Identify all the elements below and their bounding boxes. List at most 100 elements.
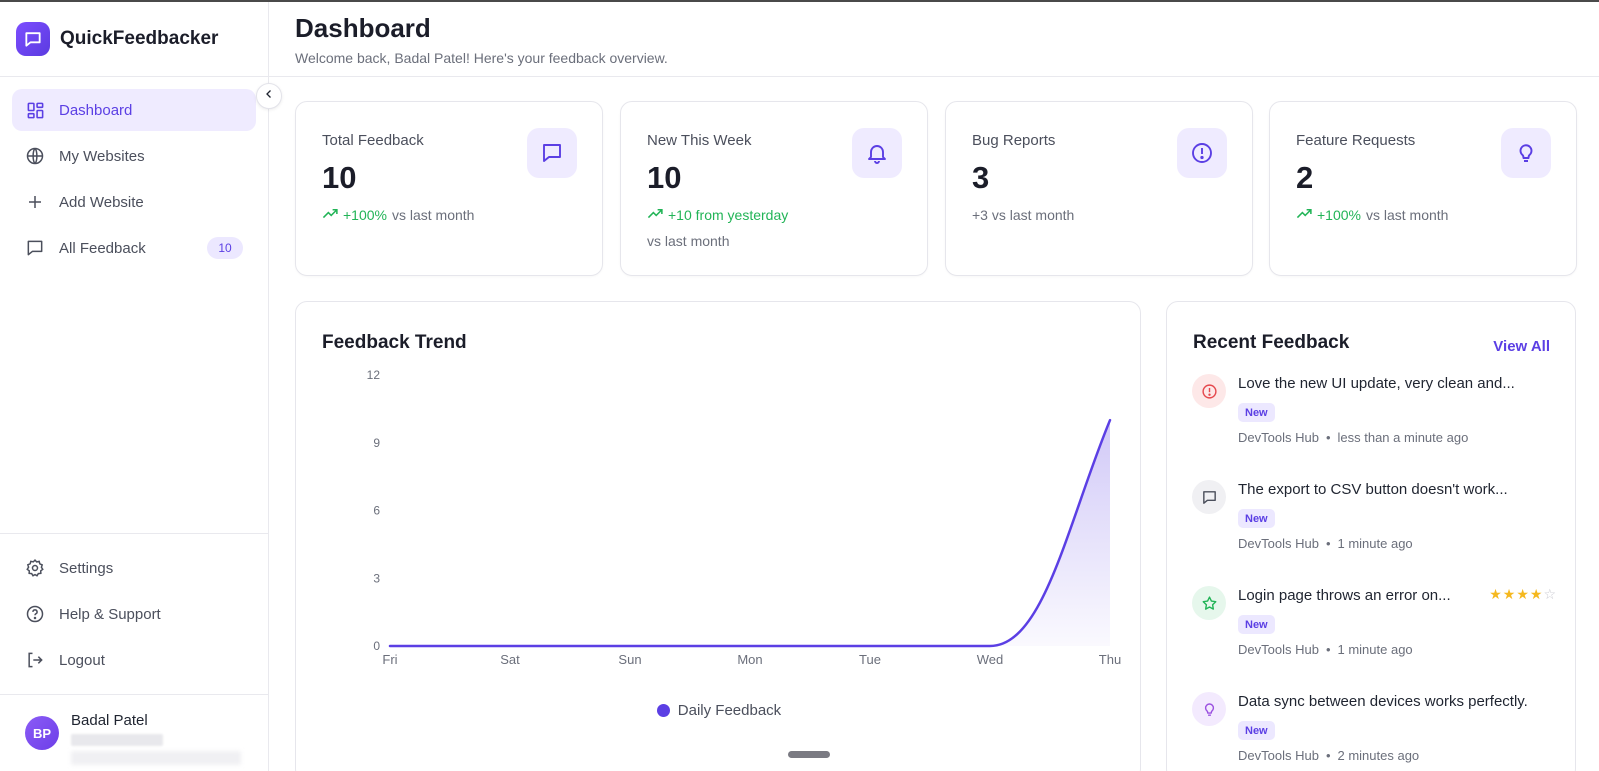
help-circle-icon: [25, 604, 45, 624]
stat-card-total-feedback: Total Feedback 10 +100% vs last month: [295, 101, 603, 276]
star-empty-icon: ☆: [1543, 586, 1557, 602]
stat-value: 10: [647, 160, 682, 195]
page-subtitle: Welcome back, Badal Patel! Here's your f…: [295, 50, 668, 66]
redacted-email: [71, 734, 163, 746]
stat-card-feature-requests: Feature Requests 2 +100% vs last month: [1269, 101, 1577, 276]
feedback-time: less than a minute ago: [1337, 430, 1469, 445]
y-tick-label: 3: [373, 571, 380, 585]
alert-circle-icon: [1192, 374, 1226, 408]
alert-circle-icon: [1177, 128, 1227, 178]
status-badge: New: [1238, 721, 1275, 740]
feedback-site: DevTools Hub: [1238, 642, 1319, 657]
feedback-site: DevTools Hub: [1238, 536, 1319, 551]
feedback-count-badge: 10: [207, 237, 243, 259]
stat-trend-value: +10 from yesterday: [668, 207, 789, 223]
feedback-text: Love the new UI update, very clean and..…: [1238, 375, 1515, 392]
feedback-item[interactable]: Login page throws an error on... ★★★★☆ N…: [1192, 586, 1557, 676]
stat-value: 2: [1296, 160, 1314, 195]
stat-label: Bug Reports: [972, 132, 1056, 149]
star-filled-icon: ★: [1502, 586, 1517, 602]
legend-label: Daily Feedback: [677, 702, 782, 719]
logout-icon: [25, 650, 45, 670]
chart-legend[interactable]: Daily Feedback: [296, 702, 1142, 719]
series-line-daily-feedback: [388, 418, 1112, 648]
trending-up-icon: [1296, 207, 1313, 223]
feedback-meta: DevTools Hub • 2 minutes ago: [1238, 748, 1420, 763]
feedback-trend-panel: Feedback Trend 0 3 6 9 12 Fri Sat Sun Mon Tue Wed T…: [295, 301, 1141, 771]
legend-swatch: [656, 704, 670, 717]
panel-title: Recent Feedback: [1193, 332, 1350, 353]
x-tick-label: Mon: [737, 652, 762, 667]
status-badge: New: [1238, 615, 1275, 634]
trending-up-icon: [647, 207, 664, 223]
stat-trend-text: +3 vs last month: [972, 207, 1075, 223]
sidebar-item-label: Add Website: [59, 193, 144, 211]
y-tick-label: 6: [373, 504, 380, 518]
sidebar-item-my-websites[interactable]: My Websites: [12, 135, 256, 177]
y-tick-label: 9: [373, 436, 380, 450]
stat-trend-text: vs last month: [647, 233, 730, 249]
user-profile[interactable]: BP Badal Patel: [0, 694, 268, 771]
feedback-time: 1 minute ago: [1337, 642, 1413, 657]
sidebar-item-label: Dashboard: [59, 101, 133, 119]
window-top-border: [0, 0, 1599, 2]
sidebar-item-label: Settings: [59, 559, 114, 577]
feedback-text: The export to CSV button doesn't work...: [1238, 481, 1508, 498]
message-square-icon: [527, 128, 577, 178]
feedback-meta: DevTools Hub • 1 minute ago: [1238, 642, 1413, 657]
x-tick-label: Tue: [859, 652, 881, 667]
redacted-detail: [71, 751, 241, 765]
y-tick-label: 0: [373, 639, 380, 653]
panel-title: Feedback Trend: [322, 332, 467, 353]
feedback-item[interactable]: Love the new UI update, very clean and..…: [1192, 374, 1557, 464]
page-header: Dashboard Welcome back, Badal Patel! Her…: [269, 2, 1599, 77]
sidebar-item-add-website[interactable]: Add Website: [12, 181, 256, 223]
page-title: Dashboard: [295, 13, 431, 43]
stat-trend: +100% vs last month: [322, 207, 474, 223]
star-rating: ★★★★☆: [1489, 586, 1557, 603]
stat-label: New This Week: [647, 132, 752, 149]
sidebar-item-dashboard[interactable]: Dashboard: [12, 89, 256, 131]
stat-label: Feature Requests: [1296, 132, 1416, 149]
bell-icon: [852, 128, 902, 178]
lightbulb-icon: [1192, 692, 1226, 726]
dashboard-grid-icon: [25, 100, 45, 120]
sidebar-item-help-support[interactable]: Help & Support: [12, 593, 256, 635]
feedback-item[interactable]: Data sync between devices works perfectl…: [1192, 692, 1557, 771]
stat-value: 10: [322, 160, 357, 195]
trending-up-icon: [322, 207, 339, 223]
scroll-handle[interactable]: [788, 751, 830, 758]
x-tick-label: Fri: [382, 652, 397, 667]
sidebar-item-settings[interactable]: Settings: [12, 547, 256, 589]
stat-trend-text: vs last month: [1365, 207, 1449, 223]
feedback-time: 1 minute ago: [1337, 536, 1413, 551]
feedback-site: DevTools Hub: [1238, 430, 1319, 445]
logo-message-icon: [16, 22, 50, 56]
message-square-icon: [25, 238, 45, 258]
x-tick-label: Wed: [977, 652, 1004, 667]
star-filled-icon: ★: [1529, 586, 1544, 602]
sidebar-item-logout[interactable]: Logout: [12, 639, 256, 681]
stat-trend-text: vs last month: [391, 207, 475, 223]
stat-trend-value: +100%: [1317, 207, 1361, 223]
sidebar: QuickFeedbacker Dashboard My Websites Ad…: [0, 2, 269, 771]
feedback-meta: DevTools Hub • less than a minute ago: [1238, 430, 1469, 445]
view-all-link[interactable]: View All: [1493, 338, 1550, 355]
plus-icon: [25, 192, 45, 212]
stat-card-bug-reports: Bug Reports 3 +3 vs last month: [945, 101, 1253, 276]
stat-card-new-this-week: New This Week 10 +10 from yesterday vs l…: [620, 101, 928, 276]
feedback-item[interactable]: The export to CSV button doesn't work...…: [1192, 480, 1557, 570]
sidebar-item-label: All Feedback: [59, 239, 146, 257]
stat-trend: +100% vs last month: [1296, 207, 1448, 223]
stat-value: 3: [972, 160, 990, 195]
gear-icon: [25, 558, 45, 578]
star-filled-icon: ★: [1516, 586, 1530, 602]
brand[interactable]: QuickFeedbacker: [0, 2, 268, 77]
x-tick-label: Thu: [1099, 652, 1121, 667]
star-filled-icon: ★: [1489, 586, 1503, 602]
main-nav: Dashboard My Websites Add Website All Fe…: [0, 77, 268, 269]
feedback-trend-chart: 0 3 6 9 12 Fri Sat Sun Mon Tue Wed Thu: [367, 368, 1122, 667]
collapse-sidebar-button[interactable]: [256, 83, 282, 109]
stat-trend: +10 from yesterday: [647, 207, 793, 223]
sidebar-item-all-feedback[interactable]: All Feedback 10: [12, 227, 256, 269]
